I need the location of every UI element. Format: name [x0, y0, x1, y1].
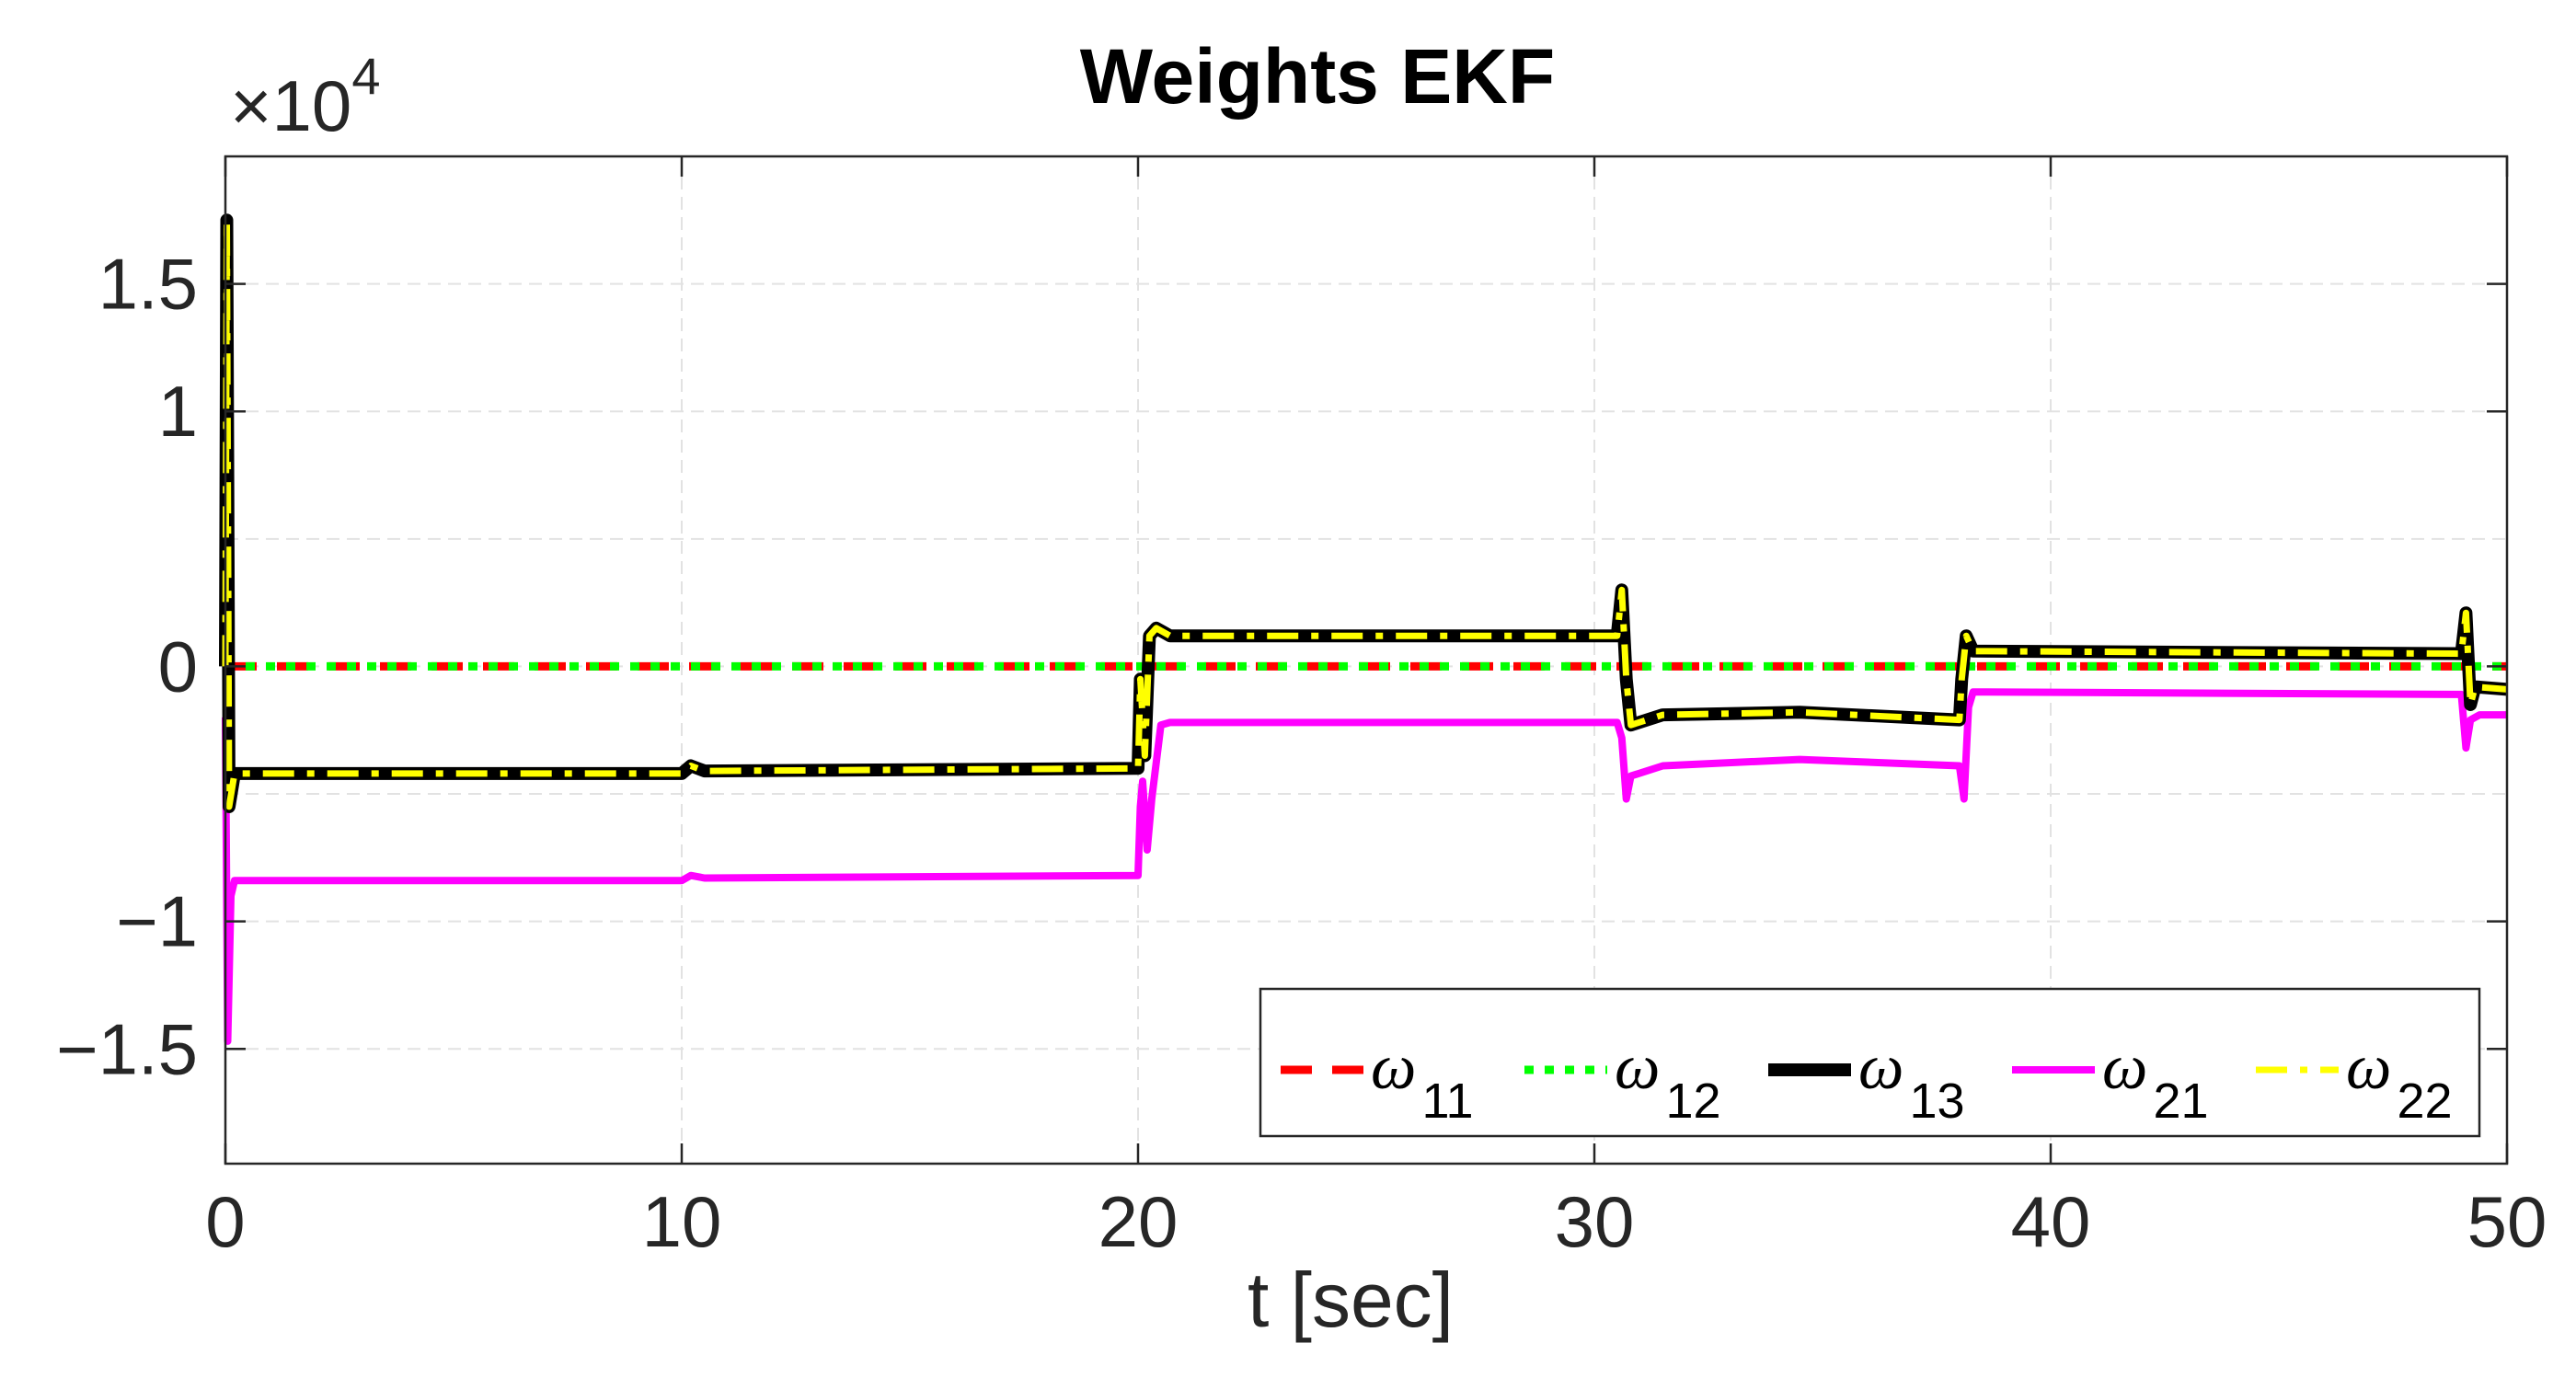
svg-text:×104: ×104: [230, 47, 380, 146]
legend-box: [1259, 987, 2481, 1138]
x-tick-label: 0: [205, 1181, 245, 1262]
x-tick-label: 10: [642, 1181, 722, 1262]
legend: ω 11 ω 12 ω 13 ω 21 ω 22: [1259, 987, 2481, 1138]
y-axis-exponent: ×104: [230, 47, 380, 146]
tick-labels: 0 10 20 30 40 50 −1.5 −1 0 1 1.5: [56, 244, 2547, 1262]
y-tick-label: 1: [158, 371, 198, 452]
x-tick-label: 30: [1555, 1181, 1635, 1262]
x-tick-label: 50: [2467, 1181, 2547, 1262]
y-axis-exponent-power: 4: [351, 47, 380, 105]
series-line-w21: [222, 688, 2507, 1045]
y-axis-exponent-base: ×10: [230, 65, 351, 146]
y-tick-label: −1.5: [56, 1008, 198, 1089]
x-axis-label: t [sec]: [1248, 1257, 1454, 1343]
x-tick-label: 20: [1098, 1181, 1179, 1262]
legend-label-w13: ω 13: [1858, 1032, 1965, 1129]
y-tick-label: 0: [158, 626, 198, 706]
legend-label-w22: ω 22: [2346, 1032, 2453, 1129]
legend-label-w12: ω 12: [1615, 1032, 1721, 1129]
legend-label-w11: ω 11: [1371, 1032, 1474, 1129]
x-tick-label: 40: [2011, 1181, 2091, 1262]
series-line-w22: [222, 216, 2508, 810]
axes-box: [224, 155, 2509, 1166]
chart-title: Weights EKF: [1080, 33, 1555, 120]
axes-frame: [224, 155, 2509, 1166]
series-lines: [219, 213, 2508, 1045]
y-tick-label: 1.5: [98, 244, 198, 325]
y-tick-label: −1: [116, 881, 198, 962]
legend-label-w21: ω 21: [2102, 1032, 2209, 1129]
